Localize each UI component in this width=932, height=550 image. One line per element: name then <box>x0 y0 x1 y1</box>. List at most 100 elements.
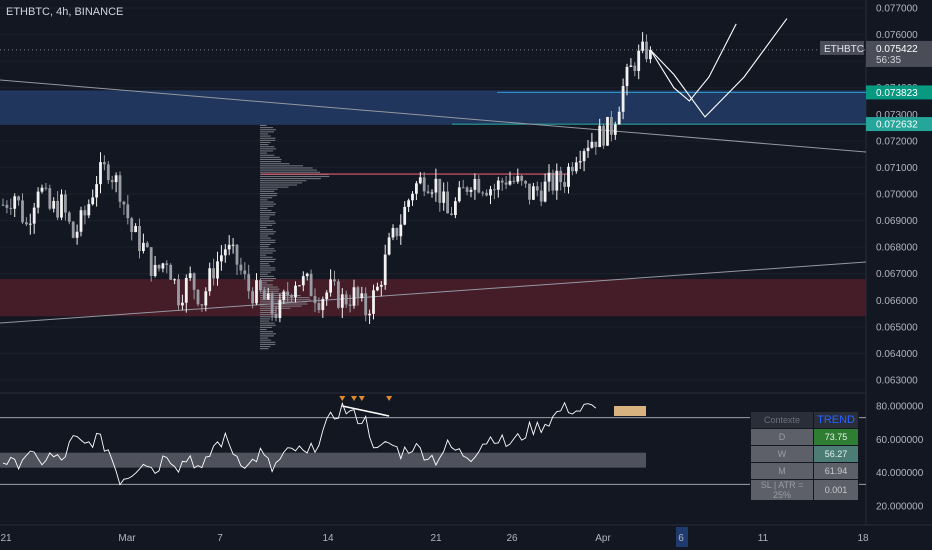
candles[interactable] <box>1 32 652 325</box>
candle-body[interactable] <box>188 273 192 278</box>
candle-body[interactable] <box>220 255 223 262</box>
candle-body[interactable] <box>578 161 582 163</box>
candle-body[interactable] <box>637 50 641 71</box>
candle-body[interactable] <box>383 254 387 286</box>
candle-body[interactable] <box>305 273 309 277</box>
candle-body[interactable] <box>524 180 527 184</box>
candle-body[interactable] <box>344 294 348 305</box>
candle-body[interactable] <box>282 291 286 301</box>
candle-body[interactable] <box>126 204 130 219</box>
candle-body[interactable] <box>621 86 625 112</box>
candle-body[interactable] <box>83 210 87 216</box>
candle-body[interactable] <box>391 227 395 238</box>
candle-body[interactable] <box>114 175 118 183</box>
candle-body[interactable] <box>36 191 40 208</box>
candle-body[interactable] <box>403 206 407 225</box>
candle-body[interactable] <box>286 291 290 296</box>
candle-body[interactable] <box>301 276 305 286</box>
candle-body[interactable] <box>103 162 106 165</box>
candle-body[interactable] <box>204 291 208 306</box>
candle-body[interactable] <box>87 204 91 216</box>
candle-body[interactable] <box>477 178 481 193</box>
candle-body[interactable] <box>216 261 219 279</box>
candle-body[interactable] <box>259 280 262 291</box>
candle-body[interactable] <box>465 187 469 192</box>
candle-body[interactable] <box>356 287 360 299</box>
candle-body[interactable] <box>422 177 426 192</box>
candle-body[interactable] <box>309 273 313 297</box>
candle-body[interactable] <box>411 193 414 201</box>
candle-body[interactable] <box>641 41 644 51</box>
candle-body[interactable] <box>298 285 301 287</box>
candle-body[interactable] <box>368 313 371 316</box>
candle-body[interactable] <box>247 274 251 292</box>
candle-body[interactable] <box>44 187 48 189</box>
candle-body[interactable] <box>379 285 383 287</box>
candle-body[interactable] <box>243 270 247 275</box>
candle-body[interactable] <box>110 180 114 183</box>
candle-body[interactable] <box>231 244 235 246</box>
candle-body[interactable] <box>571 166 574 172</box>
candle-body[interactable] <box>563 182 566 187</box>
candle-body[interactable] <box>434 178 438 193</box>
candle-body[interactable] <box>192 273 196 290</box>
candle-body[interactable] <box>149 247 153 276</box>
candle-body[interactable] <box>559 170 563 183</box>
candle-body[interactable] <box>75 231 79 238</box>
candle-body[interactable] <box>629 65 633 67</box>
candle-body[interactable] <box>532 186 535 200</box>
candle-body[interactable] <box>196 289 200 305</box>
candle-body[interactable] <box>251 291 254 304</box>
candle-body[interactable] <box>145 242 149 248</box>
candle-body[interactable] <box>122 201 126 205</box>
candle-body[interactable] <box>372 290 375 314</box>
candle-body[interactable] <box>313 296 317 304</box>
candle-body[interactable] <box>294 285 297 298</box>
candle-body[interactable] <box>13 196 17 209</box>
candle-body[interactable] <box>415 183 418 194</box>
candle-body[interactable] <box>504 182 508 185</box>
candle-body[interactable] <box>184 277 188 303</box>
candle-body[interactable] <box>613 124 617 135</box>
candle-body[interactable] <box>165 263 169 265</box>
candle-body[interactable] <box>64 194 67 213</box>
candle-body[interactable] <box>582 151 586 162</box>
candle-body[interactable] <box>606 116 609 146</box>
candle-body[interactable] <box>625 66 629 87</box>
candle-body[interactable] <box>274 313 278 319</box>
candle-body[interactable] <box>516 175 520 182</box>
candle-body[interactable] <box>426 191 430 194</box>
candle-body[interactable] <box>535 186 539 191</box>
candle-body[interactable] <box>586 147 590 152</box>
candle-body[interactable] <box>418 177 422 184</box>
candle-body[interactable] <box>395 227 399 237</box>
candle-body[interactable] <box>645 41 648 60</box>
candle-body[interactable] <box>21 200 24 223</box>
candle-body[interactable] <box>438 178 442 203</box>
candle-body[interactable] <box>574 162 578 172</box>
candle-body[interactable] <box>32 207 36 224</box>
candle-body[interactable] <box>278 300 282 319</box>
candle-body[interactable] <box>461 187 465 189</box>
candle-body[interactable] <box>134 225 137 233</box>
candle-body[interactable] <box>67 212 71 222</box>
candle-body[interactable] <box>649 49 652 60</box>
candle-body[interactable] <box>493 189 496 191</box>
candle-body[interactable] <box>594 141 598 148</box>
candle-body[interactable] <box>446 191 449 214</box>
candle-body[interactable] <box>169 264 173 280</box>
candle-body[interactable] <box>340 294 344 308</box>
candle-body[interactable] <box>321 299 325 311</box>
candle-body[interactable] <box>551 172 555 191</box>
candle-body[interactable] <box>387 237 391 255</box>
candle-body[interactable] <box>496 180 500 190</box>
candle-body[interactable] <box>512 180 516 182</box>
candle-body[interactable] <box>48 188 52 209</box>
candle-body[interactable] <box>28 223 32 225</box>
candle-body[interactable] <box>399 224 403 237</box>
candle-body[interactable] <box>157 264 161 269</box>
candle-body[interactable] <box>40 187 44 192</box>
candle-body[interactable] <box>489 189 492 196</box>
candle-body[interactable] <box>208 268 212 292</box>
candle-body[interactable] <box>602 125 605 146</box>
